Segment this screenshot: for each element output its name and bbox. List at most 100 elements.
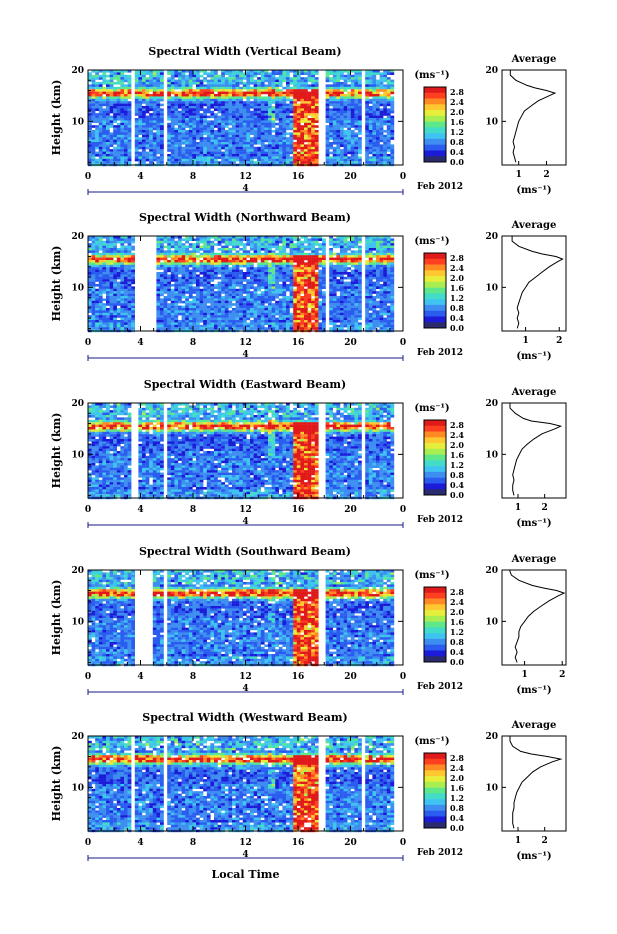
- heatmap-cell: [95, 147, 99, 150]
- heatmap-cell: [279, 144, 283, 147]
- heatmap-cell: [210, 82, 214, 85]
- heatmap-cell: [167, 149, 171, 152]
- heatmap-cell: [243, 111, 247, 114]
- heatmap-cell: [142, 123, 146, 126]
- heatmap-cell: [210, 123, 214, 126]
- heatmap-cell: [333, 87, 337, 90]
- heatmap-cell: [311, 106, 315, 109]
- heatmap-cell: [246, 111, 250, 114]
- heatmap-cell: [117, 303, 121, 306]
- heatmap-cell: [264, 156, 268, 159]
- heatmap-cell: [257, 89, 261, 92]
- heatmap-cell: [236, 159, 240, 162]
- heatmap-cell: [171, 265, 175, 268]
- heatmap-cell: [156, 147, 160, 150]
- heatmap-cell: [120, 118, 124, 121]
- heatmap-cell: [106, 132, 110, 135]
- heatmap-cell: [196, 248, 200, 251]
- heatmap-cell: [279, 313, 283, 316]
- heatmap-cell: [142, 137, 146, 140]
- heatmap-cell: [200, 152, 204, 155]
- heatmap-cell: [351, 120, 355, 123]
- heatmap-cell: [246, 89, 250, 92]
- heatmap-cell: [124, 118, 128, 121]
- heatmap-cell: [174, 241, 178, 244]
- heatmap-cell: [365, 159, 369, 162]
- heatmap-cell: [232, 274, 236, 277]
- heatmap-cell: [192, 272, 196, 275]
- heatmap-cell: [207, 301, 211, 304]
- heatmap-cell: [236, 250, 240, 253]
- heatmap-cell: [383, 152, 387, 155]
- heatmap-cell: [372, 92, 376, 95]
- heatmap-cell: [390, 104, 394, 107]
- heatmap-cell: [106, 144, 110, 147]
- heatmap-cell: [178, 120, 182, 123]
- heatmap-cell: [110, 325, 114, 328]
- heatmap-cell: [128, 313, 132, 316]
- heatmap-cell: [102, 306, 106, 309]
- heatmap-cell: [257, 282, 261, 285]
- heatmap-cell: [282, 142, 286, 145]
- heatmap-cell: [135, 142, 139, 145]
- heatmap-cell: [120, 101, 124, 104]
- heatmap-cell: [102, 291, 106, 294]
- heatmap-cell: [264, 72, 268, 75]
- heatmap-cell: [182, 82, 186, 85]
- heatmap-cell: [250, 92, 254, 95]
- heatmap-cell: [124, 94, 128, 97]
- heatmap-cell: [185, 291, 189, 294]
- heatmap-cell: [171, 77, 175, 80]
- heatmap-cell: [250, 125, 254, 128]
- heatmap-cell: [156, 92, 160, 95]
- heatmap-cell: [128, 310, 132, 313]
- heatmap-cell: [174, 128, 178, 131]
- heatmap-cell: [257, 320, 261, 323]
- heatmap-cell: [167, 325, 171, 328]
- heatmap-cell: [110, 82, 114, 85]
- heatmap-cell: [279, 106, 283, 109]
- heatmap-cell: [236, 77, 240, 80]
- heatmap-cell: [113, 277, 117, 280]
- heatmap-cell: [243, 306, 247, 309]
- heatmap-cell: [95, 294, 99, 297]
- heatmap-cell: [110, 277, 114, 280]
- heatmap-cell: [290, 125, 294, 128]
- heatmap-cell: [329, 147, 333, 150]
- heatmap-cell: [225, 123, 229, 126]
- heatmap-cell: [250, 149, 254, 152]
- heatmap-cell: [106, 120, 110, 123]
- heatmap-cell: [250, 156, 254, 159]
- heatmap-cell: [99, 260, 103, 263]
- heatmap-cell: [167, 315, 171, 318]
- heatmap-cell: [88, 96, 92, 99]
- heatmap-cell: [156, 306, 160, 309]
- heatmap-cell: [329, 159, 333, 162]
- heatmap-cell: [264, 80, 268, 83]
- heatmap-cell: [275, 294, 279, 297]
- heatmap-cell: [261, 274, 265, 277]
- heatmap-cell: [344, 123, 348, 126]
- heatmap-cell: [254, 113, 258, 116]
- heatmap-cell: [272, 270, 276, 273]
- heatmap-cell: [225, 284, 229, 287]
- heatmap-cell: [156, 325, 160, 328]
- heatmap-cell: [250, 152, 254, 155]
- heatmap-cell: [124, 111, 128, 114]
- heatmap-cell: [210, 140, 214, 143]
- heatmap-cell: [268, 308, 272, 311]
- heatmap-cell: [272, 262, 276, 265]
- heatmap-cell: [174, 296, 178, 299]
- heatmap-cell: [160, 147, 164, 150]
- heatmap-cell: [192, 82, 196, 85]
- heatmap-cell: [250, 308, 254, 311]
- heatmap-cell: [228, 108, 232, 111]
- heatmap-cell: [174, 298, 178, 301]
- heatmap-cell: [347, 118, 351, 121]
- heatmap-cell: [282, 253, 286, 256]
- heatmap-cell: [228, 272, 232, 275]
- heatmap-cell: [142, 159, 146, 162]
- heatmap-cell: [88, 250, 92, 253]
- heatmap-cell: [228, 142, 232, 145]
- heatmap-cell: [113, 118, 117, 121]
